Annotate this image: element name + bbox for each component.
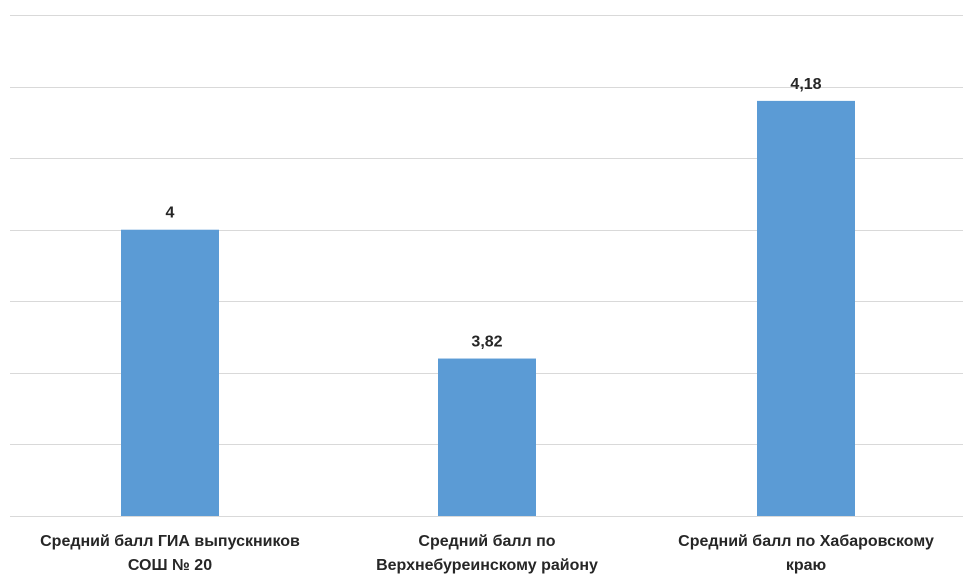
bar [438, 359, 536, 516]
data-label: 4,18 [790, 76, 821, 93]
bar-chart: 4 3,82 4,18 [0, 0, 963, 530]
category-label-line: Средний балл по Хабаровскому [656, 530, 956, 554]
data-label: 4 [166, 205, 175, 222]
bars [121, 101, 855, 516]
data-label: 3,82 [471, 334, 502, 351]
category-label: Средний балл ГИА выпускников СОШ № 20 [20, 530, 320, 578]
category-label-line: краю [656, 554, 956, 578]
category-label-line: Средний балл по [337, 530, 637, 554]
category-label-line: СОШ № 20 [20, 554, 320, 578]
bar [121, 230, 219, 516]
category-label: Средний балл по Верхнебуреинскому району [337, 530, 637, 578]
category-label: Средний балл по Хабаровскому краю [656, 530, 956, 578]
category-label-line: Верхнебуреинскому району [337, 554, 637, 578]
category-label-line: Средний балл ГИА выпускников [20, 530, 320, 554]
bar [757, 101, 855, 516]
value-labels: 4 3,82 4,18 [166, 76, 822, 351]
